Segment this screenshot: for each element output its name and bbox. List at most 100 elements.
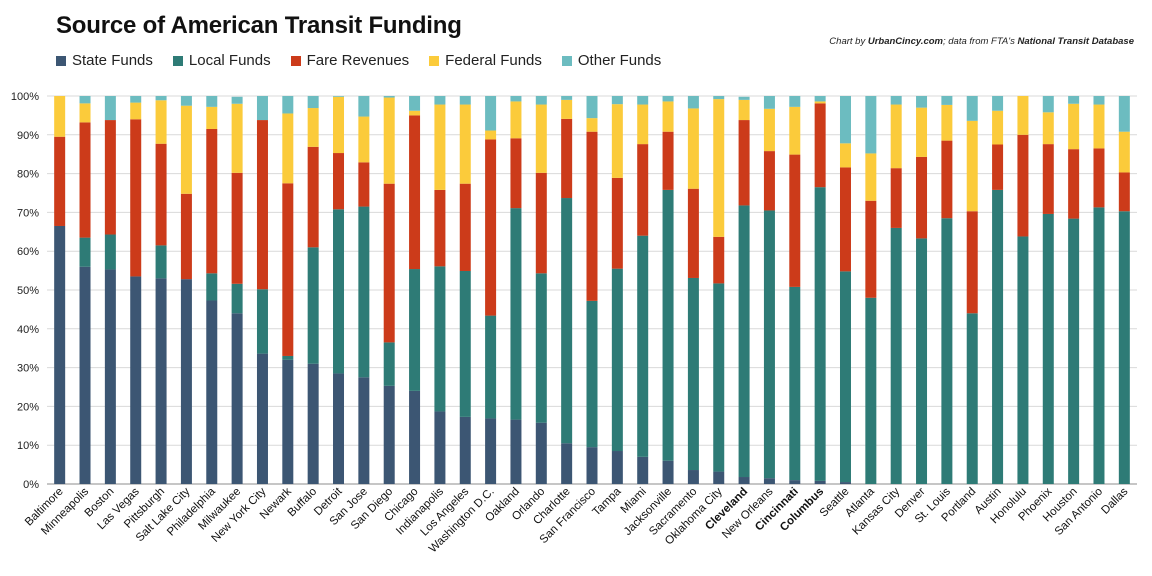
bar-segment (941, 104, 953, 141)
y-tick-label: 30% (17, 363, 39, 375)
bar-segment (1042, 96, 1054, 113)
bar-segment (763, 210, 775, 479)
legend-label: State Funds (72, 52, 153, 69)
bar-segment (459, 270, 471, 417)
bar-segment (738, 120, 750, 206)
bar-segment (1068, 96, 1080, 104)
bar-segment (206, 106, 218, 129)
bar-segment (79, 266, 91, 484)
bar-segment (992, 96, 1004, 111)
bar-segment (713, 96, 725, 100)
bar-segment (130, 102, 142, 120)
bar-segment (155, 96, 167, 101)
bar-segment (54, 225, 66, 485)
bar-segment (485, 418, 497, 484)
bar-segment (839, 167, 851, 272)
bar-segment (1017, 134, 1029, 237)
chart-title: Source of American Transit Funding (56, 12, 462, 39)
bar-segment (637, 96, 649, 105)
bar-segment (865, 153, 877, 201)
credit-site: UrbanCincy.com (867, 36, 943, 47)
bar-segment (687, 96, 699, 109)
bar-segment (231, 103, 243, 173)
bar-segment (54, 136, 66, 226)
bar-segment (307, 247, 319, 364)
bar-segment (916, 238, 928, 484)
bar-segment (155, 143, 167, 246)
bar-segment (383, 97, 395, 184)
bar-segment (333, 209, 345, 374)
bar-segment (586, 447, 598, 484)
bar-segment (1118, 211, 1130, 485)
bar-segment (180, 279, 192, 484)
bar-segment (839, 482, 851, 484)
y-tick-label: 40% (17, 324, 39, 336)
bar-segment (510, 96, 522, 102)
bar-segment (104, 234, 116, 270)
bar-segment (104, 120, 116, 235)
bar-segment (256, 289, 268, 354)
bar-segment (1042, 213, 1054, 484)
bar-segment (434, 96, 446, 105)
bar-segment (307, 108, 319, 147)
bar-segment (130, 119, 142, 277)
bar-segment (535, 104, 547, 173)
bar-segment (662, 96, 674, 102)
bar-segment (231, 96, 243, 104)
bar-segment (713, 471, 725, 484)
bar-segment (256, 353, 268, 484)
bar-segment (485, 130, 497, 140)
bar-segment (231, 313, 243, 484)
bar-segment (485, 96, 497, 131)
bar-segment (814, 101, 826, 104)
bar-segment (130, 96, 142, 103)
bar-segment (231, 283, 243, 314)
legend: State Funds Local Funds Fare Revenues Feder… (56, 52, 681, 69)
bar-segment (687, 108, 699, 189)
legend-item: Other Funds (561, 52, 662, 69)
bar-segment (459, 183, 471, 271)
bar-segment (789, 286, 801, 481)
bar-segment (1118, 172, 1130, 212)
bar-segment (916, 96, 928, 108)
bar-segment (1042, 112, 1054, 145)
y-tick-label: 90% (17, 130, 39, 142)
credit-source: National Transit Database (1017, 36, 1134, 47)
legend-label: Other Funds (577, 52, 662, 69)
bar-segment (839, 143, 851, 168)
credit-middle: ; data from FTA's (942, 36, 1018, 47)
bar-segment (155, 100, 167, 144)
bar-segment (485, 139, 497, 316)
bar-segment (206, 128, 218, 274)
bar-segment (104, 269, 116, 484)
bar-segment (282, 183, 294, 356)
bar-segment (763, 96, 775, 109)
bar-segment (206, 300, 218, 484)
bar-segment (637, 144, 649, 236)
bar-segment (79, 122, 91, 238)
bar-segment (611, 177, 623, 269)
y-tick-label: 0% (23, 479, 39, 491)
bar-segment (916, 107, 928, 157)
bar-segment (992, 144, 1004, 190)
bar-segment (510, 101, 522, 139)
bar-segment (510, 208, 522, 420)
bar-segment (1093, 207, 1105, 485)
bar-segment (865, 297, 877, 484)
bar-segment (180, 105, 192, 194)
bar-segment (1118, 131, 1130, 173)
bar-segment (611, 104, 623, 178)
bar-segment (256, 120, 268, 290)
bar-segment (79, 96, 91, 104)
bar-segment (307, 146, 319, 248)
bar-segment (890, 168, 902, 228)
bar-segment (586, 300, 598, 448)
bar-segment (763, 151, 775, 211)
bar-segment (1093, 148, 1105, 208)
bar-segment (510, 138, 522, 209)
y-tick-label: 20% (17, 401, 39, 413)
legend-swatch (56, 55, 66, 66)
bar-segment (358, 206, 370, 378)
bar-segment (966, 120, 978, 212)
